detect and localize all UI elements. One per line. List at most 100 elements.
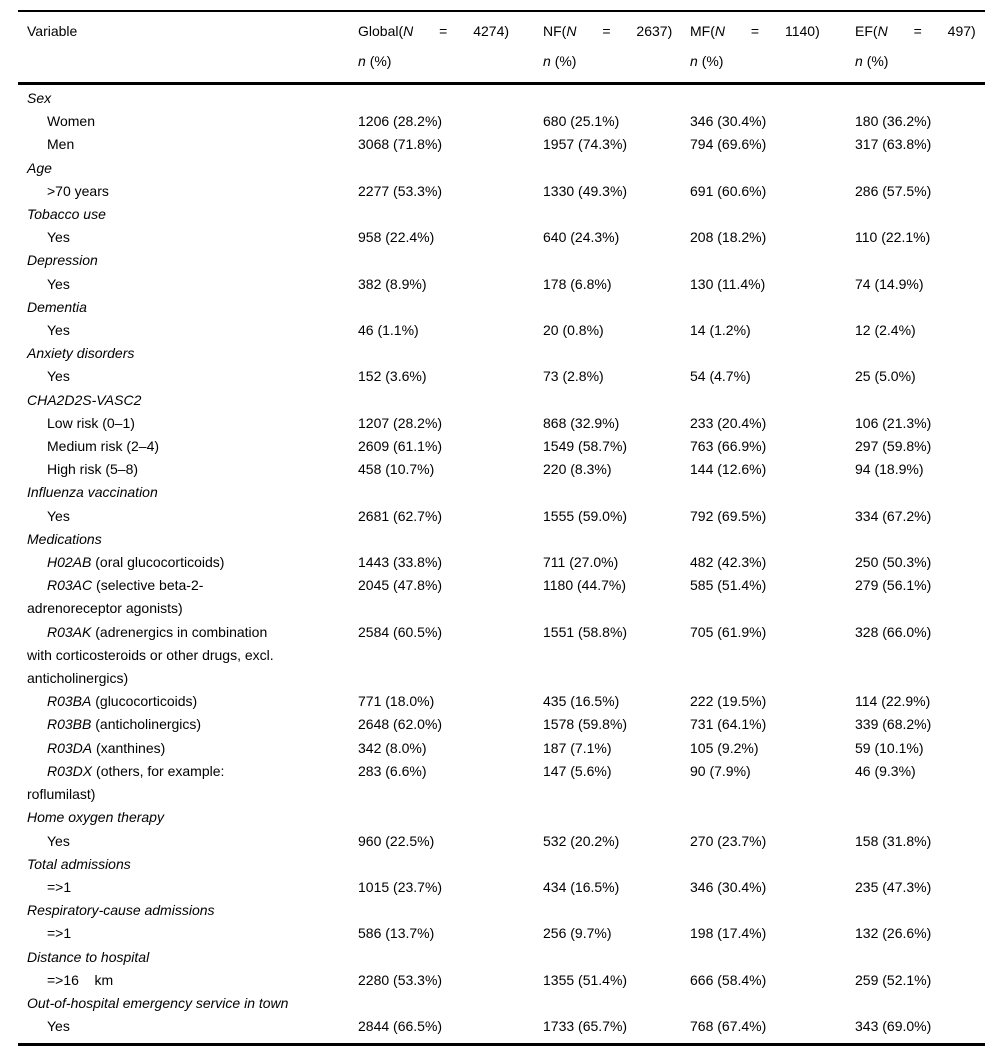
- subheader-global: n (%): [358, 53, 392, 69]
- cell-value: 25 (5.0%): [855, 368, 916, 385]
- cell-value: 317 (63.8%): [855, 136, 932, 153]
- cell-value: 178 (6.8%): [543, 275, 612, 292]
- cell-value: 54 (4.7%): [690, 368, 751, 385]
- group-count: 4274): [473, 23, 510, 39]
- med-description: (others, for example: roflumilast): [27, 762, 225, 803]
- row-label: Medications: [27, 530, 102, 547]
- row-label: Yes: [47, 229, 70, 246]
- cell-value: 144 (12.6%): [690, 461, 767, 478]
- equals-sign: =: [602, 23, 611, 39]
- cell-value: 342 (8.0%): [358, 739, 427, 756]
- table-row: Women 1206 (28.2%) 680 (25.1%) 346 (30.4%) 1…: [18, 110, 985, 133]
- cell-value: 2681 (62.7%): [358, 507, 443, 524]
- cell-value: 187 (7.1%): [543, 739, 612, 756]
- row-label: R03DX (others, for example: roflumilast): [18, 760, 358, 806]
- cell-value: 74 (14.9%): [855, 275, 924, 292]
- row-label: Yes: [47, 507, 70, 524]
- cell-value: 46 (1.1%): [358, 322, 419, 339]
- row-label: Tobacco use: [27, 206, 106, 223]
- group-count: 2637): [636, 23, 673, 39]
- cell-value: 532 (20.2%): [543, 832, 620, 849]
- cell-value: 279 (56.1%): [855, 577, 932, 594]
- table-row: Yes 960 (22.5%) 532 (20.2%) 270 (23.7%) 158 …: [18, 830, 985, 853]
- table-row: Yes 46 (1.1%) 20 (0.8%) 14 (1.2%) 12 (2.4%): [18, 319, 985, 342]
- subheader-mf: n (%): [690, 53, 724, 69]
- cell-value: 1733 (65.7%): [543, 1018, 628, 1035]
- cell-value: 259 (52.1%): [855, 971, 932, 988]
- cell-value: 20 (0.8%): [543, 322, 604, 339]
- row-label: Home oxygen therapy: [27, 809, 164, 826]
- cell-value: 130 (11.4%): [690, 275, 766, 292]
- row-label: Depression: [27, 252, 98, 269]
- cell-value: 346 (30.4%): [690, 113, 767, 130]
- cell-value: 235 (47.3%): [855, 878, 932, 895]
- cell-value: 2609 (61.1%): [358, 438, 443, 455]
- row-label: High risk (5–8): [47, 461, 139, 478]
- cell-value: 960 (22.5%): [358, 832, 435, 849]
- column-header-mf: MF(N = 1140): [690, 19, 855, 43]
- table-row: H02AB (oral glucocorticoids) 1443 (33.8%)…: [18, 551, 985, 574]
- cell-value: 283 (6.6%): [358, 762, 427, 779]
- cell-value: 328 (66.0%): [855, 623, 932, 640]
- row-label: Influenza vaccination: [27, 484, 158, 501]
- row-label: Dementia: [27, 298, 87, 315]
- cell-value: 1355 (51.4%): [543, 971, 628, 988]
- cell-value: 2648 (62.0%): [358, 716, 443, 733]
- table-row-category: Sex: [18, 87, 985, 110]
- cell-value: 286 (57.5%): [855, 182, 932, 199]
- cell-value: 222 (19.5%): [690, 693, 767, 710]
- cell-value: 1180 (44.7%): [543, 577, 627, 594]
- table-row: Men 3068 (71.8%) 1957 (74.3%) 794 (69.6%) 31…: [18, 133, 985, 156]
- table-row: R03DA (xanthines) 342 (8.0%) 187 (7.1%) 105…: [18, 737, 985, 760]
- row-label: R03BA (glucocorticoids): [18, 690, 358, 713]
- row-label: Yes: [47, 322, 70, 339]
- row-label: R03DA (xanthines): [18, 737, 358, 760]
- table-row-category: Anxiety disorders: [18, 342, 985, 365]
- cell-value: 958 (22.4%): [358, 229, 435, 246]
- subheader-nf: n (%): [543, 53, 577, 69]
- table-row-category: Medications: [18, 528, 985, 551]
- row-label: Yes: [47, 832, 70, 849]
- cell-value: 3068 (71.8%): [358, 136, 443, 153]
- table-row-category: CHA2D2S-VASC2: [18, 389, 985, 412]
- cell-value: 2277 (53.3%): [358, 182, 443, 199]
- column-header-ef: EF(N = 497): [855, 19, 985, 43]
- table-row: R03AK (adrenergics in combination with c…: [18, 621, 985, 691]
- table-row-category: Respiratory-cause admissions: [18, 899, 985, 922]
- table-row: Yes 2681 (62.7%) 1555 (59.0%) 792 (69.5%) 33…: [18, 505, 985, 528]
- row-label: Yes: [47, 275, 70, 292]
- cell-value: 270 (23.7%): [690, 832, 767, 849]
- med-description: (xanthines): [92, 739, 166, 756]
- group-count: 1140): [784, 23, 820, 39]
- column-header-global: Global(N = 4274): [358, 19, 543, 43]
- cell-value: 198 (17.4%): [690, 925, 767, 942]
- table-row-category: Age: [18, 157, 985, 180]
- cell-value: 110 (22.1%): [855, 229, 931, 246]
- cell-value: 680 (25.1%): [543, 113, 620, 130]
- med-description: (oral glucocorticoids): [91, 554, 225, 571]
- cell-value: 768 (67.4%): [690, 1018, 767, 1035]
- cell-value: 90 (7.9%): [690, 762, 751, 779]
- table-row: Yes 958 (22.4%) 640 (24.3%) 208 (18.2%) 110 …: [18, 226, 985, 249]
- cell-value: 731 (64.1%): [690, 716, 767, 733]
- cell-value: 2045 (47.8%): [358, 577, 443, 594]
- cell-value: 343 (69.0%): [855, 1018, 932, 1035]
- equals-sign: =: [439, 23, 448, 39]
- header-row-sub: n (%) n (%) n (%) n (%): [18, 49, 985, 73]
- cell-value: 334 (67.2%): [855, 507, 932, 524]
- table-row: R03BA (glucocorticoids) 771 (18.0%) 435 (1…: [18, 690, 985, 713]
- table-row-category: Dementia: [18, 296, 985, 319]
- cell-value: 458 (10.7%): [358, 461, 435, 478]
- subheader-ef: n (%): [855, 53, 889, 69]
- cell-value: 382 (8.9%): [358, 275, 427, 292]
- table-row: R03AC (selective beta-2-adrenoreceptor a…: [18, 574, 985, 620]
- row-label: =>1: [47, 925, 72, 942]
- table-row: =>16 km 2280 (53.3%) 1355 (51.4%) 666 (58.4…: [18, 969, 985, 992]
- group-name: EF(N: [855, 23, 888, 39]
- med-code: R03DX: [47, 762, 93, 779]
- row-label: Medium risk (2–4): [47, 438, 160, 455]
- cell-value: 220 (8.3%): [543, 461, 612, 478]
- med-code: R03DA: [47, 739, 93, 756]
- cell-value: 771 (18.0%): [358, 693, 435, 710]
